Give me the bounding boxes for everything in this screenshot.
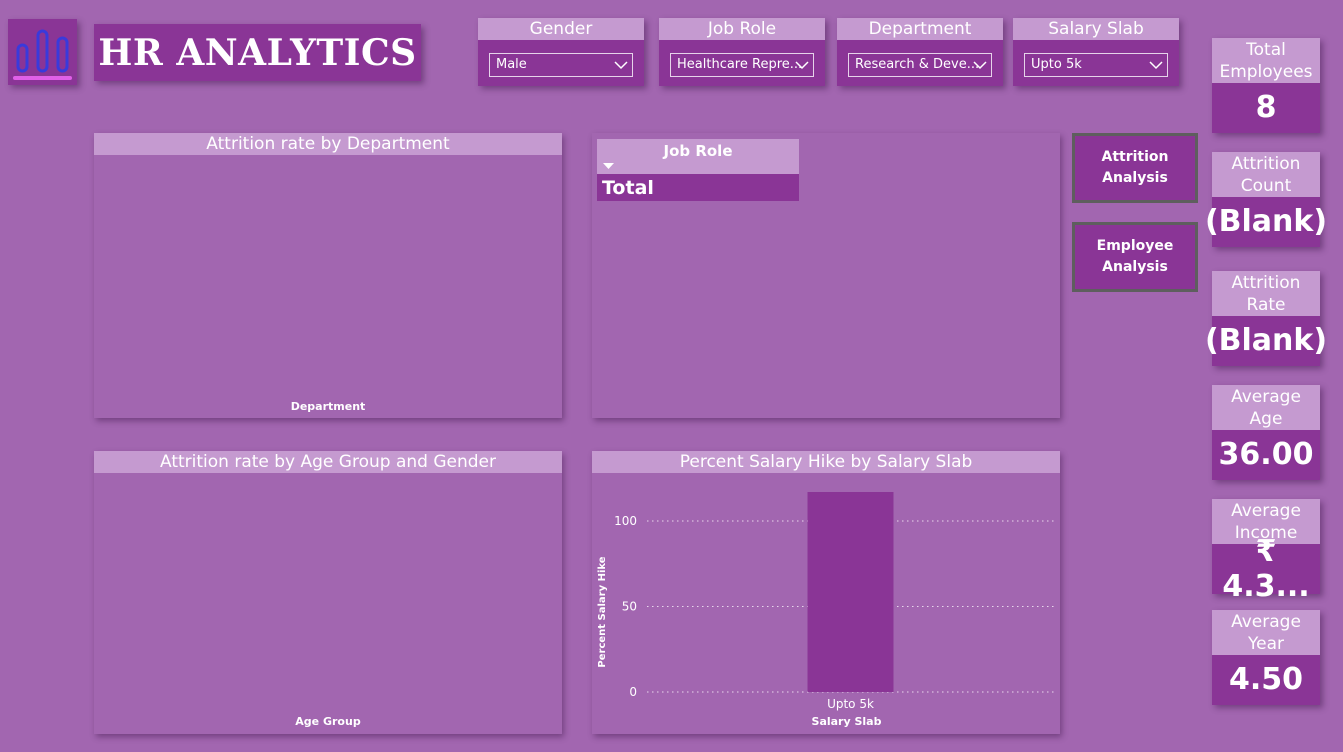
age-attrition-panel: Attrition rate by Age Group and Gender A…	[94, 451, 562, 734]
y-tick-label: 100	[614, 514, 637, 528]
kpi-value: ₹ 4.3...	[1222, 533, 1310, 604]
x-axis-label: Age Group	[295, 715, 361, 728]
x-axis-label: Department	[290, 400, 366, 413]
dropdown-value: Research & Deve...	[855, 57, 980, 72]
bar-chart-icon	[13, 29, 72, 80]
kpi-label: Average Year	[1212, 610, 1320, 655]
x-tick-label: Upto 5k	[827, 697, 874, 711]
kpi-average-year: Average Year 4.50	[1212, 610, 1320, 705]
panel-title: Attrition rate by Age Group and Gender	[94, 451, 562, 473]
slicer-department: Department Research & Deve...	[837, 18, 1003, 86]
slicer-label: Salary Slab	[1013, 18, 1179, 40]
button-label: Attrition Analysis	[1101, 149, 1169, 186]
chevron-down-icon	[1149, 61, 1163, 70]
job-role-dropdown[interactable]: Healthcare Repre...	[670, 53, 814, 77]
salary-hike-chart: 0 50 100 Upto 5k Salary Slab Percent Salary H…	[597, 492, 1054, 728]
slicer-label: Gender	[478, 18, 644, 40]
button-label: Employee Analysis	[1096, 238, 1174, 275]
kpi-label: Average Income	[1212, 499, 1320, 544]
kpi-value: (Blank)	[1204, 204, 1328, 239]
employee-analysis-button[interactable]: Employee Analysis	[1072, 222, 1198, 292]
bar	[807, 492, 894, 692]
panel-title: Attrition rate by Department	[94, 133, 562, 155]
kpi-label: Total Employees	[1212, 38, 1320, 83]
slicer-label: Department	[837, 18, 1003, 40]
slicer-gender: Gender Male	[478, 18, 644, 86]
kpi-label: Average Age	[1212, 385, 1320, 430]
app-logo	[8, 19, 77, 85]
y-tick-label: 50	[622, 600, 637, 614]
job-role-panel: Job Role Total	[592, 133, 1060, 418]
salary-hike-panel: Percent Salary Hike by Salary Slab 0 50 10…	[592, 451, 1060, 734]
panel-title: Percent Salary Hike by Salary Slab	[592, 451, 1060, 473]
kpi-label: Attrition Rate	[1212, 271, 1320, 316]
slicer-label: Job Role	[659, 18, 825, 40]
dropdown-value: Healthcare Repre...	[677, 57, 803, 72]
kpi-value: 36.00	[1218, 437, 1314, 472]
chevron-down-icon	[973, 61, 987, 70]
dropdown-value: Upto 5k	[1031, 57, 1082, 72]
gender-dropdown[interactable]: Male	[489, 53, 633, 77]
matrix-total-row: Total	[597, 174, 799, 201]
dropdown-value: Male	[496, 57, 527, 72]
dept-attrition-panel: Attrition rate by Department Department	[94, 133, 562, 418]
kpi-value: 8	[1255, 90, 1277, 125]
kpi-average-age: Average Age 36.00	[1212, 385, 1320, 480]
sort-arrow-icon	[603, 163, 614, 169]
kpi-average-income: Average Income ₹ 4.3...	[1212, 499, 1320, 604]
column-header: Job Role	[663, 142, 733, 160]
kpi-total-employees: Total Employees 8	[1212, 38, 1320, 133]
kpi-attrition-count: Attrition Count (Blank)	[1204, 152, 1328, 247]
matrix-header[interactable]: Job Role	[597, 139, 799, 174]
kpi-label: Attrition Count	[1212, 152, 1320, 197]
attrition-analysis-button[interactable]: Attrition Analysis	[1072, 133, 1198, 203]
y-tick-label: 0	[629, 685, 637, 699]
slicer-job-role: Job Role Healthcare Repre...	[659, 18, 825, 86]
kpi-value: 4.50	[1228, 662, 1304, 697]
salary-slab-dropdown[interactable]: Upto 5k	[1024, 53, 1168, 77]
chevron-down-icon	[614, 61, 628, 70]
department-dropdown[interactable]: Research & Deve...	[848, 53, 992, 77]
chevron-down-icon	[795, 61, 809, 70]
slicer-salary-slab: Salary Slab Upto 5k	[1013, 18, 1179, 86]
kpi-attrition-rate: Attrition Rate (Blank)	[1204, 271, 1328, 366]
kpi-value: (Blank)	[1204, 323, 1328, 358]
y-axis-label: Percent Salary Hike	[597, 556, 608, 667]
x-axis-label: Salary Slab	[812, 715, 882, 728]
dashboard-title: HR ANALYTICS	[98, 31, 417, 74]
dashboard-title-box: HR ANALYTICS	[94, 24, 421, 81]
